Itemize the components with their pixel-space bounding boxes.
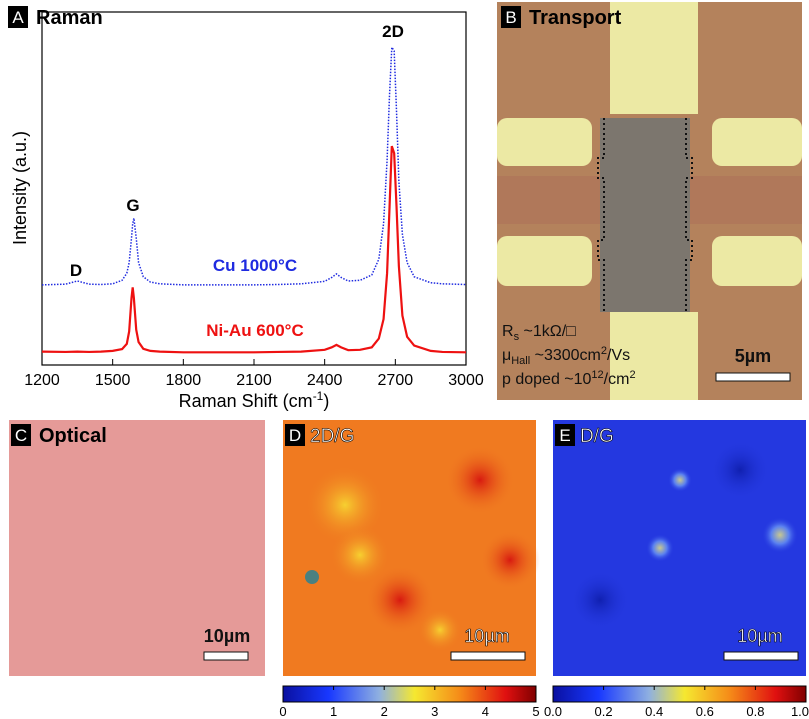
contact-pad bbox=[610, 2, 698, 114]
text-part: /Vs bbox=[607, 347, 630, 364]
text-part: ~1kΩ/□ bbox=[519, 323, 576, 340]
panel-label: D bbox=[289, 426, 301, 445]
map-texture bbox=[762, 517, 798, 553]
colorbar-tick-label: 0.8 bbox=[746, 704, 764, 719]
map-texture bbox=[668, 468, 692, 492]
colorbar-tick-label: 3 bbox=[431, 704, 438, 719]
text-part: /cm bbox=[604, 371, 630, 388]
figure: A Raman Intensity (a.u.) Raman Shift (cm… bbox=[0, 0, 809, 719]
contact-pad bbox=[497, 118, 592, 166]
colorbar-tick-label: 0.6 bbox=[696, 704, 714, 719]
text-part: μ bbox=[502, 347, 511, 364]
map-texture bbox=[646, 534, 674, 562]
y-axis-label: Intensity (a.u.) bbox=[10, 131, 30, 245]
colorbar-tick-label: 0.4 bbox=[645, 704, 663, 719]
peak-label: G bbox=[126, 196, 139, 215]
colorbar-tick-label: 0.2 bbox=[595, 704, 613, 719]
text-part: R bbox=[502, 323, 514, 340]
panel-title: D/G bbox=[580, 426, 614, 447]
doping: p doped ~1012/cm2 bbox=[502, 369, 636, 388]
text-sup: 12 bbox=[591, 369, 603, 381]
panel-d: D 2D/G 10µm bbox=[283, 420, 540, 702]
peak-label: D bbox=[70, 261, 82, 280]
contact-pad bbox=[712, 118, 802, 166]
panel-title: Optical bbox=[39, 425, 107, 447]
map-texture bbox=[445, 445, 515, 515]
chart-title: Raman bbox=[36, 7, 103, 29]
contact-pad bbox=[712, 236, 802, 286]
scale-label: 10µm bbox=[737, 626, 782, 646]
x-tick-label: 1800 bbox=[166, 372, 202, 389]
panel-title: 2D/G bbox=[310, 426, 354, 447]
panel-e: E D/G 10µm bbox=[553, 420, 806, 702]
colorbar-tick-label: 5 bbox=[532, 704, 539, 719]
scale-label: 10µm bbox=[464, 626, 509, 646]
map-texture bbox=[480, 530, 540, 590]
colorbar-tick-label: 4 bbox=[482, 704, 489, 719]
text-sup: 2 bbox=[629, 369, 635, 381]
panel-c: C Optical 10µm bbox=[9, 420, 265, 676]
legend-entry: Ni-Au 600°C bbox=[206, 321, 303, 340]
panel-label: E bbox=[559, 426, 570, 445]
spectrum-line bbox=[42, 47, 466, 285]
scale-label: 5µm bbox=[735, 346, 771, 366]
x-tick-label: 3000 bbox=[448, 372, 484, 389]
peak-label: 2D bbox=[382, 22, 404, 41]
map-texture bbox=[710, 440, 770, 500]
contact-pad bbox=[497, 236, 592, 286]
legend-entry: Cu 1000°C bbox=[213, 256, 297, 275]
map-texture bbox=[570, 570, 630, 630]
text-sub: Hall bbox=[511, 355, 530, 367]
x-axis-label-sup: -1 bbox=[313, 389, 324, 403]
colorbar bbox=[283, 686, 536, 702]
scale-bar bbox=[716, 373, 790, 381]
colorbar-tick-label: 0.0 bbox=[544, 704, 562, 719]
colorbar-tick-label: 0 bbox=[279, 704, 286, 719]
x-tick-label: 2100 bbox=[236, 372, 272, 389]
x-tick-label: 2400 bbox=[307, 372, 343, 389]
scale-label: 10µm bbox=[204, 626, 250, 646]
x-axis-label: Raman Shift (cm-1) bbox=[179, 389, 330, 411]
panel-label: C bbox=[15, 426, 27, 445]
scale-bar bbox=[204, 652, 248, 660]
map-texture bbox=[365, 565, 435, 635]
scale-bar bbox=[724, 652, 798, 660]
panel-label: B bbox=[505, 8, 516, 27]
panel-b: B Transport Rs ~1kΩ/□ μHall ~3300cm2/Vs … bbox=[497, 2, 802, 400]
colorbar-tick-label: 1 bbox=[330, 704, 337, 719]
colorbar bbox=[553, 686, 806, 702]
x-tick-label: 1500 bbox=[95, 372, 131, 389]
text-part: p doped ~10 bbox=[502, 371, 592, 388]
text-part: ~3300cm bbox=[530, 347, 601, 364]
panel-title: Transport bbox=[529, 7, 622, 29]
x-tick-label: 2700 bbox=[378, 372, 414, 389]
scale-bar bbox=[451, 652, 525, 660]
colorbar-tick-label: 2 bbox=[381, 704, 388, 719]
x-axis-label-part: Raman Shift (cm bbox=[179, 391, 313, 411]
panel-label: A bbox=[12, 8, 24, 27]
graphene-channel bbox=[600, 118, 690, 312]
colorbar-tick-label: 1.0 bbox=[791, 704, 809, 719]
x-axis-label-part: ) bbox=[323, 391, 329, 411]
map-texture bbox=[305, 570, 319, 584]
x-tick-label: 1200 bbox=[24, 372, 60, 389]
